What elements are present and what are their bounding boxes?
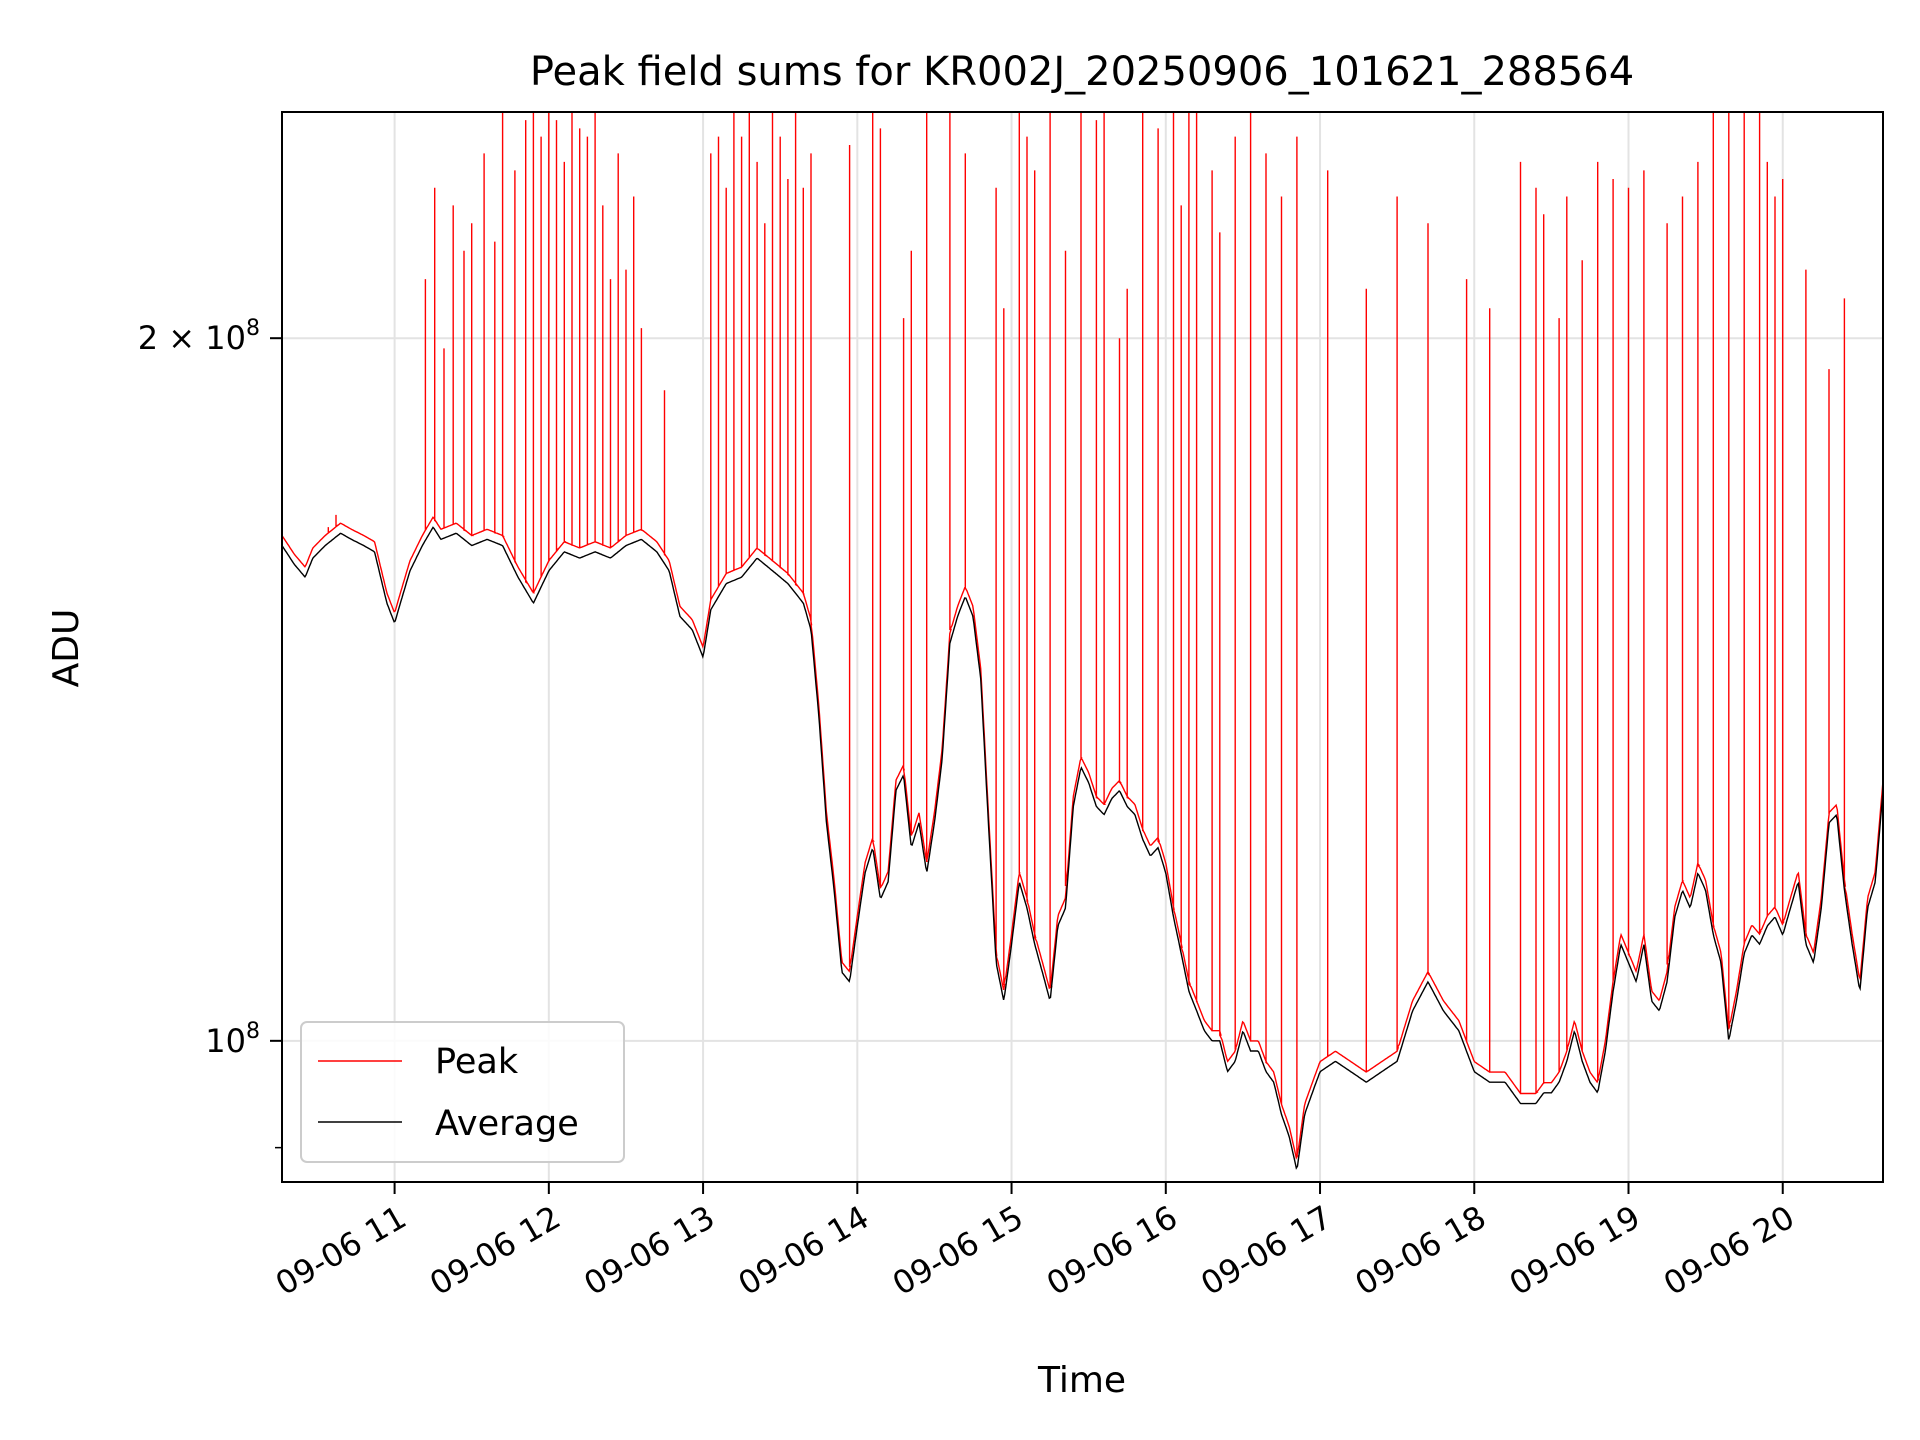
y-tick-label-exponent: 8 [246,1019,260,1044]
legend: Peak Average [300,1021,625,1163]
series-group [282,112,1883,1170]
chart-title: Peak field sums for KR002J_20250906_1016… [530,49,1634,95]
legend-label-average: Average [435,1104,579,1144]
series-peak-line [282,112,1883,1160]
y-tick-label-base: 10 [205,1022,246,1060]
legend-label-peak: Peak [435,1042,519,1082]
y-tick-label: 108 [205,1019,260,1060]
series-average-line [282,526,1883,1170]
x-axis-label: Time [1037,1360,1126,1401]
y-axis-label: ADU [46,609,87,688]
y-tick-label: 2 × 108 [138,316,260,357]
legend-box [300,1021,625,1163]
y-tick-label-multiplier: 2 × [138,319,206,357]
y-tick-label-base: 10 [205,319,246,357]
y-tick-label-exponent: 8 [246,316,260,341]
plot-frame [281,111,1884,1183]
